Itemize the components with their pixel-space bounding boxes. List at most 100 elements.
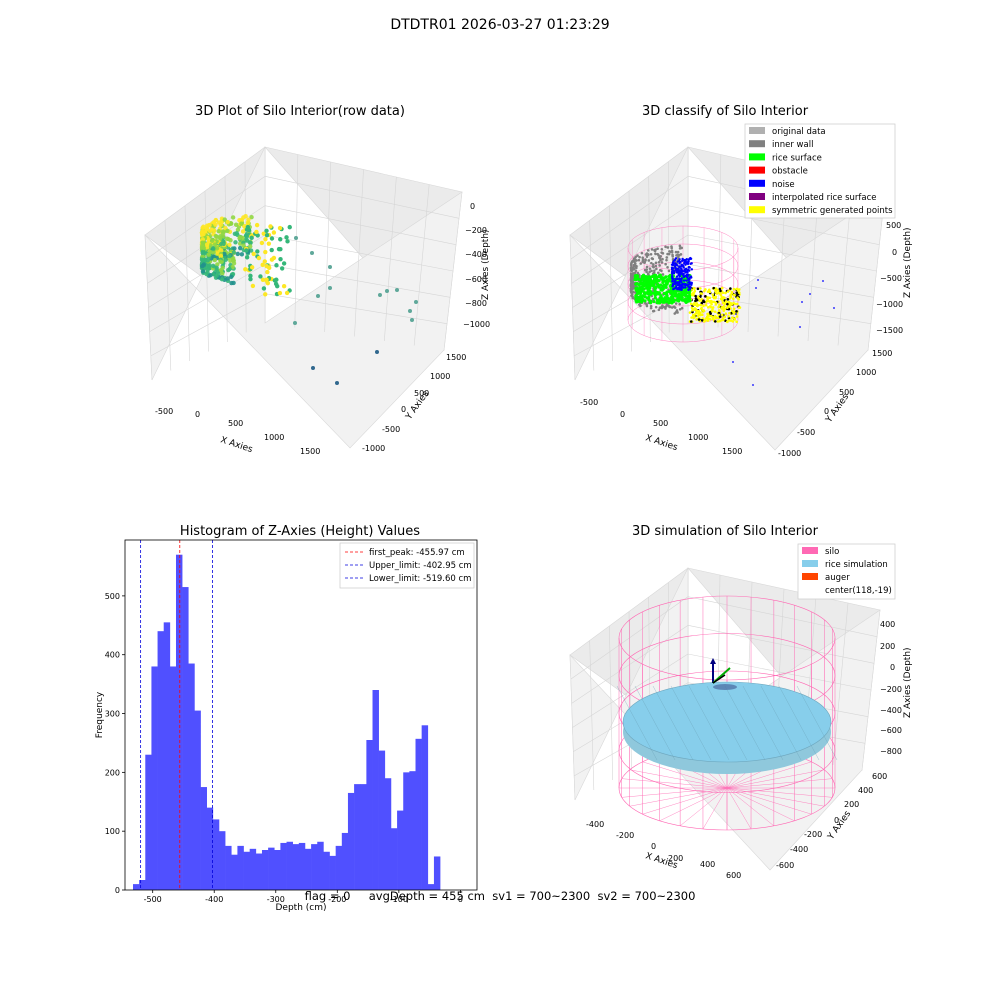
noise-point	[677, 259, 681, 263]
legend-swatch	[749, 193, 765, 200]
inner-wall-point	[664, 307, 667, 310]
rice-surface-point	[655, 279, 659, 283]
raw-point	[328, 265, 332, 269]
rice-surface-point	[652, 299, 656, 304]
symmetric-point	[714, 290, 718, 294]
raw-point	[222, 217, 227, 222]
y-tick: 0	[401, 405, 406, 414]
histogram-bar	[390, 828, 398, 890]
inner-wall-point	[652, 263, 655, 266]
x-tick: 400	[700, 860, 715, 869]
noise-point	[673, 262, 677, 265]
legend-swatch	[802, 547, 818, 554]
inner-wall-point	[654, 248, 657, 252]
symmetric-point	[733, 317, 737, 320]
legend-label: inner wall	[772, 140, 813, 150]
panel3-histogram: -500 -400 -300 -200 -100 0 0 100 200 300 400 500 D…	[95, 539, 478, 913]
legend-label: Upper_limit: -402.95 cm	[369, 561, 472, 571]
noise-point	[674, 278, 677, 281]
panel2-y-ticks: -1000 -500 0 500 1000 1500	[778, 349, 892, 458]
symmetric-point	[709, 312, 712, 315]
rice-surface-point	[674, 291, 678, 296]
silo-spoke	[621, 778, 728, 789]
y-tick: 200	[844, 800, 859, 809]
raw-point	[410, 318, 414, 322]
inner-wall-point	[638, 255, 641, 259]
x-tick: 500	[653, 419, 668, 428]
y-tick: 1500	[872, 349, 892, 358]
raw-point	[265, 269, 270, 275]
raw-point	[263, 249, 268, 255]
raw-point	[241, 243, 246, 248]
auger-arrow-x	[712, 674, 726, 684]
symmetric-point	[732, 293, 736, 297]
rice-mesh-line	[760, 685, 802, 761]
noise-point	[687, 288, 690, 291]
axes-pane	[144, 146, 463, 449]
raw-point	[225, 219, 230, 225]
raw-point	[212, 242, 218, 247]
silo-spoke	[629, 787, 728, 807]
y-tick: 600	[872, 772, 887, 781]
z-tick: −400	[880, 706, 902, 715]
rice-surface-point	[641, 281, 645, 285]
legend-label: rice simulation	[825, 560, 888, 570]
x-tick: 500	[228, 419, 243, 428]
symmetric-point	[693, 289, 697, 293]
y-tick: 1000	[430, 372, 450, 381]
rice-surface-point	[665, 290, 669, 294]
symmetric-point	[698, 299, 701, 302]
rice-surface-point	[670, 290, 674, 294]
noise-point	[822, 280, 824, 282]
noise-point	[671, 280, 674, 283]
noise-point	[681, 282, 684, 286]
noise-point	[671, 284, 675, 288]
noise-point	[686, 270, 689, 273]
raw-point	[229, 280, 234, 286]
histogram-bar	[163, 622, 171, 890]
inner-wall-point	[632, 258, 636, 262]
inner-wall-point	[645, 255, 649, 258]
symmetric-point	[715, 316, 718, 319]
symmetric-point	[720, 313, 724, 317]
raw-point	[316, 294, 320, 298]
symmetric-point	[718, 315, 722, 318]
rice-mesh-line	[616, 685, 658, 761]
z-tick: −1000	[463, 320, 490, 329]
symmetric-point	[735, 315, 739, 318]
inner-wall-point	[632, 290, 635, 294]
inner-wall-point	[658, 306, 662, 310]
inner-wall-point	[649, 306, 653, 310]
raw-point	[220, 234, 226, 239]
symmetric-point	[735, 320, 738, 324]
symmetric-point	[719, 289, 722, 293]
histogram-bar	[341, 832, 349, 890]
symmetric-point	[710, 305, 713, 309]
inner-wall-point	[665, 258, 668, 262]
x-tick-label: 0	[458, 895, 463, 904]
histogram-bar	[323, 851, 330, 890]
grid-line	[687, 293, 871, 324]
symmetric-point	[718, 287, 722, 291]
raw-point	[274, 263, 279, 268]
inner-wall-point	[674, 250, 678, 254]
rice-surface-point	[653, 296, 657, 300]
z-tick: −800	[465, 299, 487, 308]
inner-wall-point	[636, 271, 640, 275]
inner-wall-point	[666, 265, 669, 269]
raw-point	[279, 266, 285, 271]
inner-wall-point	[666, 246, 670, 249]
rice-surface-point	[648, 299, 652, 303]
rice-surface-point	[662, 276, 666, 280]
symmetric-point	[724, 291, 727, 295]
y-tick-label: 400	[105, 651, 120, 660]
inner-wall-point	[641, 260, 644, 263]
legend-label: rice surface	[772, 153, 822, 163]
z-tick: 200	[880, 642, 895, 651]
rice-surface-point	[647, 275, 652, 279]
inner-wall-point	[653, 269, 656, 272]
raw-point	[241, 215, 246, 220]
inner-wall-point	[679, 253, 683, 256]
z-tick: −1000	[876, 300, 903, 309]
raw-point	[199, 257, 205, 262]
